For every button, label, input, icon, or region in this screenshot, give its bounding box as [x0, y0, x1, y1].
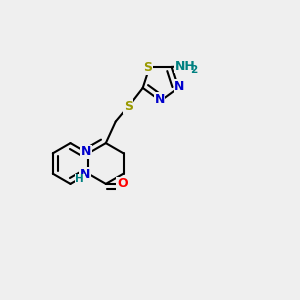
Text: 2: 2	[190, 65, 198, 75]
Text: N: N	[81, 145, 91, 158]
Text: N: N	[80, 168, 90, 181]
Text: NH: NH	[175, 60, 196, 73]
Text: S: S	[144, 61, 153, 74]
Text: O: O	[117, 177, 128, 190]
Text: N: N	[174, 80, 184, 93]
Text: N: N	[154, 93, 165, 106]
Text: S: S	[124, 100, 133, 113]
Text: H: H	[75, 174, 84, 184]
